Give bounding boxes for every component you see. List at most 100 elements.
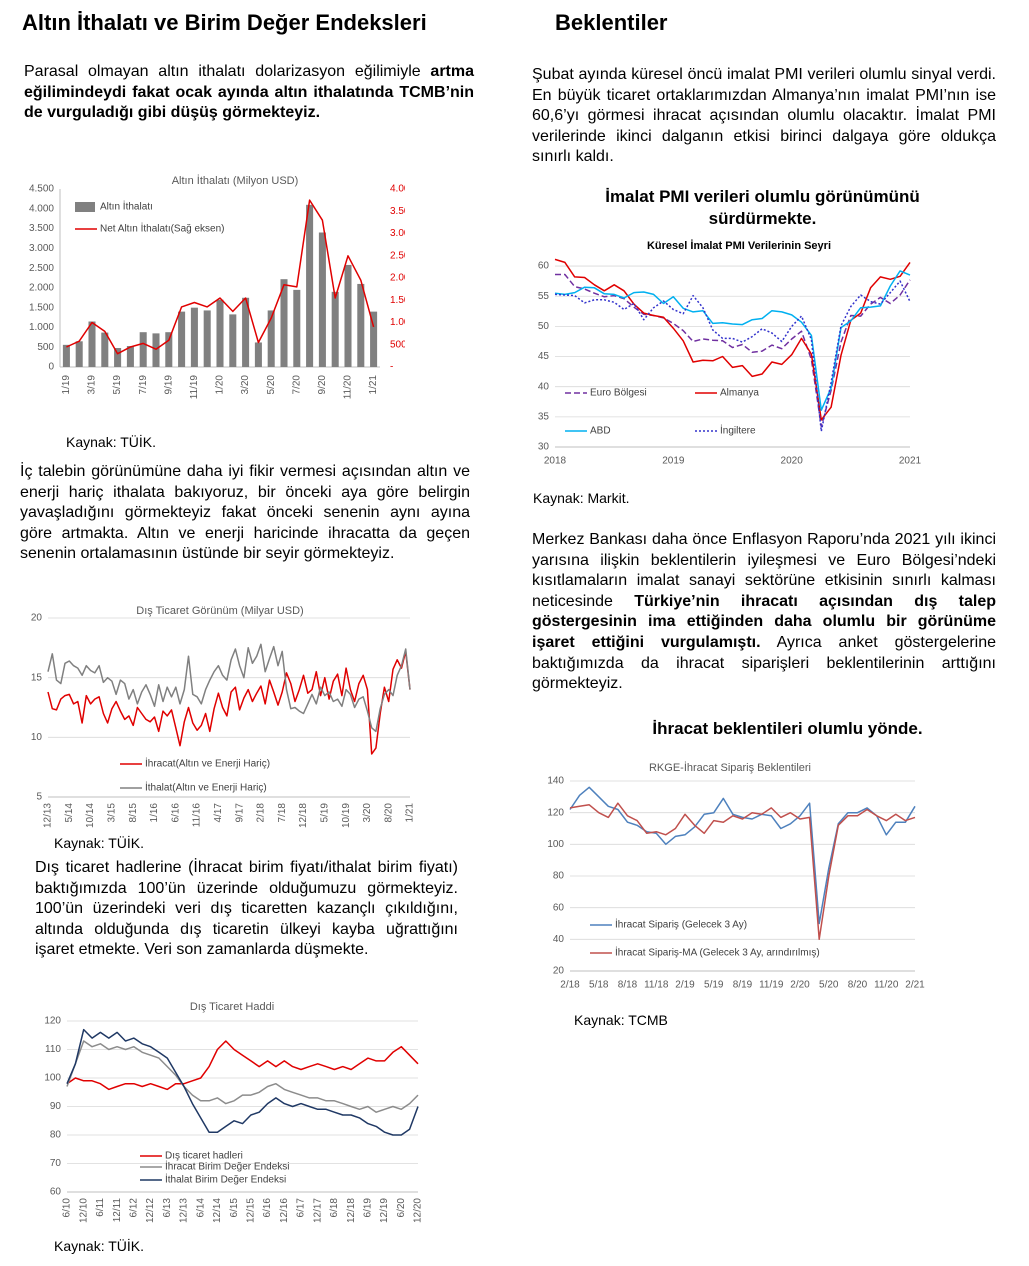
x-tick-label: 3/15 — [107, 803, 118, 823]
tick-label: 70 — [50, 1158, 62, 1169]
x-tick-label: 12/17 — [312, 1198, 323, 1223]
paragraph: Parasal olmayan altın ithalatı dolarizas… — [24, 62, 474, 124]
bar — [254, 342, 262, 367]
bar — [331, 291, 339, 367]
tick-label: 60 — [553, 902, 565, 913]
tick-label: 40 — [553, 934, 565, 945]
bar — [88, 321, 96, 367]
x-tick-label: 12/20 — [413, 1198, 424, 1223]
x-tick-label: 11/16 — [192, 803, 203, 828]
bar — [267, 310, 275, 367]
x-tick-label: 6/16 — [262, 1198, 273, 1218]
tick-label: 2.500 — [29, 263, 54, 274]
tick-label: 5 — [36, 792, 42, 803]
legend-label: Almanya — [720, 388, 759, 399]
series-line — [47, 650, 411, 755]
x-tick-label: 7/18 — [277, 803, 288, 823]
bar — [344, 264, 352, 367]
text: Parasal olmayan altın ithalatı dolarizas… — [24, 63, 431, 80]
series-line — [47, 643, 411, 733]
legend-label: Dış ticaret hadleri — [165, 1151, 243, 1162]
source-note: Kaynak: TCMB — [574, 1012, 668, 1028]
x-tick-label: 12/11 — [112, 1198, 123, 1223]
tick-label: 60 — [538, 261, 550, 272]
series-line — [66, 1040, 419, 1113]
x-tick-label: 2/18 — [256, 803, 267, 823]
bold-text: Türkiye’nin ihracatı açısından dış talep… — [532, 592, 996, 651]
series-line — [554, 270, 911, 411]
bar — [280, 279, 288, 367]
tick-label: 100 — [547, 839, 564, 850]
tick-label: 3.500 — [390, 206, 405, 217]
x-tick-label: 12/13 — [179, 1198, 190, 1223]
x-tick-label: 12/13 — [43, 803, 54, 828]
bar — [62, 344, 70, 367]
tick-label: 3.000 — [29, 243, 54, 254]
tick-label: 1.000 — [29, 322, 54, 333]
source-note: Kaynak: TÜİK. — [54, 835, 145, 851]
source-note: Kaynak: TÜİK. — [66, 434, 157, 450]
legend-label: İthalat Birim Değer Endeksi — [165, 1173, 286, 1186]
legend-label: Altın İthalatı — [100, 200, 153, 213]
x-tick-label: 7/20 — [291, 375, 302, 395]
tick-label: 1.000 — [390, 317, 405, 328]
series-line — [66, 1040, 419, 1091]
text: İç talebin görünümüne daha iyi fikir ver… — [20, 463, 470, 563]
x-tick-label: 10/14 — [85, 803, 96, 828]
bar — [126, 346, 134, 367]
tick-label: 20 — [553, 966, 565, 977]
x-tick-label: 6/17 — [296, 1198, 307, 1218]
x-tick-label: 3/20 — [362, 803, 373, 823]
x-tick-label: 2019 — [662, 456, 685, 467]
x-tick-label: 12/18 — [298, 803, 309, 828]
bold-text: artma eğilimindeydi fakat ocak ayında al… — [24, 63, 474, 122]
tick-label: 80 — [50, 1130, 62, 1141]
x-tick-label: 9/20 — [317, 375, 328, 395]
tick-label: 3.000 — [390, 228, 405, 239]
bar — [293, 289, 301, 367]
x-tick-label: 6/15 — [229, 1198, 240, 1218]
series-line — [66, 199, 375, 355]
series-line — [569, 802, 916, 941]
x-tick-label: 8/15 — [128, 803, 139, 823]
tick-label: 15 — [31, 672, 43, 683]
source-note: Kaynak: TÜİK. — [54, 1238, 145, 1254]
legend-label: İthalat(Altın ve Enerji Hariç) — [145, 781, 267, 794]
x-tick-label: 12/14 — [212, 1198, 223, 1223]
x-tick-label: 2021 — [899, 456, 922, 467]
x-tick-label: 7/19 — [138, 375, 149, 395]
chart-heading: İmalat PMI verileri olumlu görünümünü sü… — [605, 187, 920, 228]
x-tick-label: 12/15 — [245, 1198, 256, 1223]
x-tick-label: 1/16 — [149, 803, 160, 823]
chart-title: Dış Ticaret Görünüm (Milyar USD) — [136, 605, 303, 617]
bar — [229, 314, 237, 367]
tick-label: 90 — [50, 1101, 62, 1112]
x-tick-label: 12/10 — [78, 1198, 89, 1223]
x-tick-label: 1/19 — [61, 375, 72, 395]
legend-label: İhracat(Altın ve Enerji Hariç) — [145, 757, 270, 770]
x-tick-label: 5/18 — [589, 980, 609, 991]
x-tick-label: 5/19 — [112, 375, 123, 395]
tick-label: 2.500 — [390, 250, 405, 261]
tick-label: 50 — [538, 321, 550, 332]
tick-label: 80 — [553, 871, 565, 882]
bar — [357, 283, 365, 367]
tick-label: 500 — [37, 342, 54, 353]
tick-label: 4.000 — [29, 203, 54, 214]
bar — [178, 311, 186, 367]
x-tick-label: 5/14 — [64, 803, 75, 823]
tick-label: 3.500 — [29, 223, 54, 234]
bar — [242, 297, 250, 367]
bar — [203, 310, 211, 367]
legend-swatch — [75, 202, 95, 212]
x-tick-label: 11/18 — [644, 980, 669, 991]
bar — [190, 307, 198, 367]
bar — [306, 204, 314, 367]
chart: RKGE-İhracat Sipariş Beklentileri 20 40 60 8… — [547, 761, 925, 991]
section-title: Beklentiler — [555, 10, 668, 35]
text: Şubat ayında küresel öncü imalat PMI ver… — [532, 66, 996, 166]
paragraph: Şubat ayında küresel öncü imalat PMI ver… — [532, 65, 996, 168]
chart-heading: İhracat beklentileri olumlu yönde. — [652, 719, 923, 738]
x-tick-label: 2020 — [781, 456, 804, 467]
